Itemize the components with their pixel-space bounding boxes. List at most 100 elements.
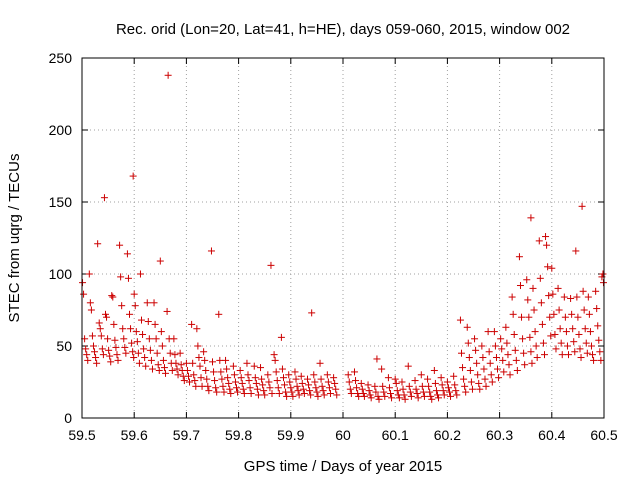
data-point bbox=[549, 290, 557, 298]
data-point bbox=[413, 390, 421, 398]
data-point bbox=[555, 306, 563, 314]
data-point bbox=[93, 359, 101, 367]
data-point bbox=[264, 371, 272, 379]
data-point bbox=[498, 345, 506, 353]
data-point bbox=[295, 391, 303, 399]
data-point bbox=[220, 388, 228, 396]
data-point bbox=[574, 313, 582, 321]
data-point bbox=[532, 342, 540, 350]
data-point bbox=[333, 391, 341, 399]
data-point bbox=[573, 293, 581, 301]
data-point bbox=[112, 343, 120, 351]
data-point bbox=[96, 325, 104, 333]
data-point bbox=[512, 356, 520, 364]
x-tick-label: 60.2 bbox=[434, 427, 461, 443]
data-point bbox=[189, 359, 197, 367]
data-point bbox=[106, 352, 114, 360]
data-point bbox=[320, 391, 328, 399]
data-point bbox=[366, 391, 374, 399]
data-point bbox=[294, 387, 302, 395]
data-point bbox=[346, 385, 354, 393]
y-tick-label: 50 bbox=[56, 338, 72, 354]
data-point bbox=[350, 368, 358, 376]
data-point bbox=[561, 313, 569, 321]
data-point bbox=[292, 375, 300, 383]
data-point bbox=[136, 270, 144, 278]
data-point bbox=[575, 330, 583, 338]
data-point bbox=[97, 332, 105, 340]
data-point bbox=[495, 374, 503, 382]
data-point bbox=[358, 385, 366, 393]
data-point bbox=[182, 359, 190, 367]
data-point bbox=[186, 378, 194, 386]
data-point bbox=[275, 390, 283, 398]
data-point bbox=[162, 369, 170, 377]
data-point bbox=[372, 388, 380, 396]
data-point bbox=[491, 342, 499, 350]
data-point bbox=[314, 392, 322, 400]
data-point bbox=[266, 384, 274, 392]
data-point bbox=[551, 330, 559, 338]
data-point bbox=[473, 359, 481, 367]
data-point bbox=[569, 325, 577, 333]
data-point bbox=[286, 378, 294, 386]
data-point bbox=[143, 299, 151, 307]
data-point bbox=[300, 390, 308, 398]
data-point bbox=[404, 362, 412, 370]
data-point bbox=[173, 365, 181, 373]
data-point bbox=[119, 325, 127, 333]
data-point bbox=[88, 332, 96, 340]
data-point bbox=[285, 371, 293, 379]
data-point bbox=[265, 378, 273, 386]
data-point bbox=[109, 293, 117, 301]
data-point bbox=[176, 349, 184, 357]
data-point bbox=[468, 385, 476, 393]
data-point bbox=[163, 307, 171, 315]
data-point bbox=[238, 379, 246, 387]
data-point bbox=[524, 296, 532, 304]
data-point bbox=[304, 375, 312, 383]
data-point bbox=[168, 366, 176, 374]
data-point bbox=[183, 366, 191, 374]
data-point bbox=[584, 293, 592, 301]
data-point bbox=[159, 356, 167, 364]
data-point bbox=[174, 371, 182, 379]
data-point bbox=[540, 351, 548, 359]
data-point bbox=[357, 379, 365, 387]
data-point bbox=[444, 384, 452, 392]
data-point bbox=[352, 377, 360, 385]
data-point bbox=[503, 339, 511, 347]
data-point bbox=[548, 264, 556, 272]
data-point bbox=[211, 377, 219, 385]
data-point bbox=[521, 361, 529, 369]
data-point bbox=[207, 247, 215, 255]
data-point bbox=[231, 378, 239, 386]
data-point bbox=[158, 342, 166, 350]
data-point bbox=[523, 276, 531, 284]
data-point bbox=[589, 351, 597, 359]
x-tick-label: 59.7 bbox=[173, 427, 200, 443]
data-point bbox=[519, 335, 527, 343]
data-point bbox=[479, 354, 487, 362]
data-point bbox=[359, 390, 367, 398]
data-point bbox=[83, 351, 91, 359]
data-point bbox=[560, 293, 568, 301]
data-point bbox=[562, 328, 570, 336]
data-point bbox=[557, 339, 565, 347]
data-point bbox=[215, 310, 223, 318]
data-point bbox=[274, 384, 282, 392]
data-point bbox=[202, 366, 210, 374]
data-point bbox=[599, 279, 607, 287]
data-point bbox=[427, 392, 435, 400]
data-point bbox=[544, 263, 552, 271]
data-point bbox=[453, 391, 461, 399]
data-point bbox=[447, 392, 455, 400]
data-point bbox=[552, 345, 560, 353]
data-point bbox=[317, 375, 325, 383]
data-point bbox=[118, 302, 126, 310]
data-point bbox=[488, 378, 496, 386]
data-point bbox=[194, 342, 202, 350]
data-point bbox=[460, 375, 468, 383]
data-point bbox=[191, 377, 199, 385]
data-point bbox=[282, 388, 290, 396]
